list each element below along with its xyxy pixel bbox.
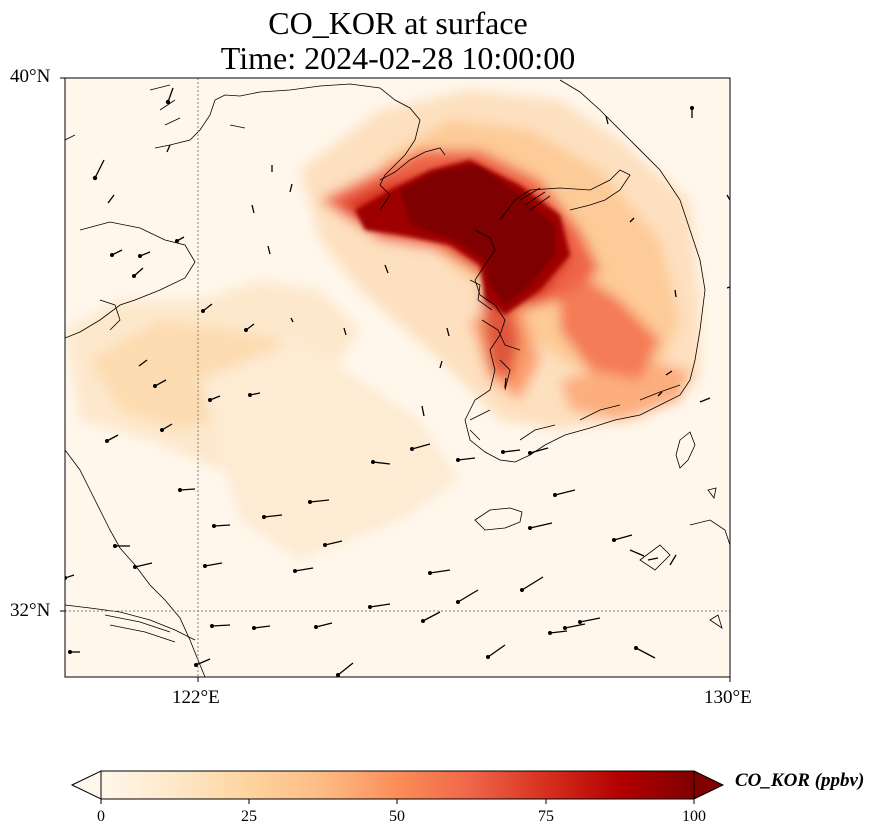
colorbar-tick-100: 100 — [682, 808, 706, 825]
lat-tick-label-40: 40°N — [10, 66, 51, 87]
colorbar-tick-0: 0 — [97, 808, 105, 825]
lon-tick-label-130: 130°E — [704, 687, 752, 708]
gridlines — [65, 78, 730, 677]
coastlines — [65, 79, 730, 677]
colorbar-tick-25: 25 — [241, 808, 257, 825]
colorbar — [70, 770, 725, 804]
colorbar-tick-75: 75 — [538, 808, 554, 825]
map-title: CO_KOR at surface — [268, 5, 528, 41]
lat-tick-label-32: 32°N — [10, 600, 51, 621]
map-time-subtitle: Time: 2024-02-28 10:00:00 — [220, 40, 576, 76]
lon-tick-label-122: 122°E — [172, 687, 220, 708]
wind-vectors — [65, 87, 730, 676]
map-frame — [64, 77, 731, 678]
colorbar-label: CO_KOR (ppbv) — [735, 770, 865, 791]
colorbar-tick-50: 50 — [389, 808, 405, 825]
